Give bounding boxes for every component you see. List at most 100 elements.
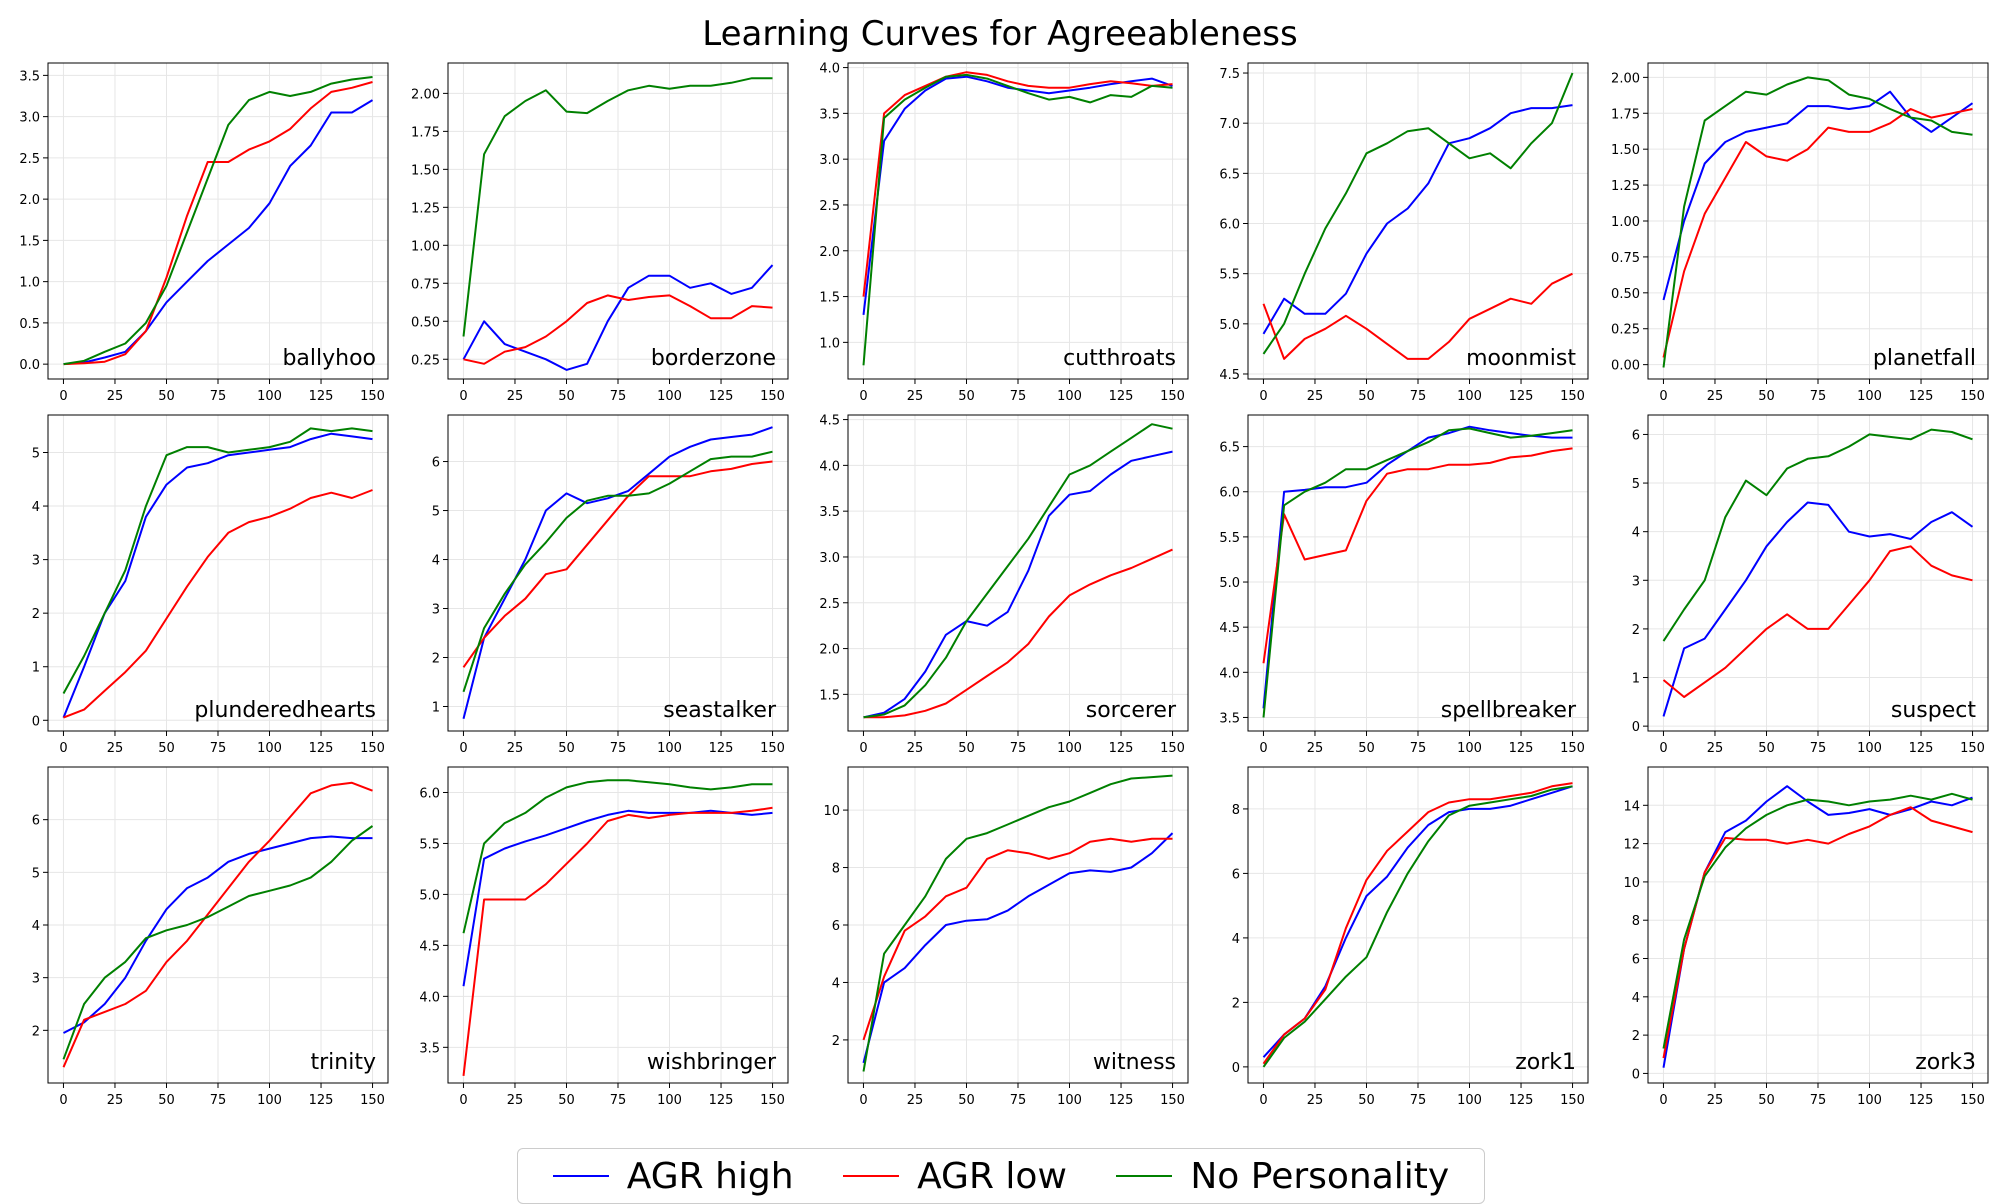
y-tick-label: 1.00: [1611, 215, 1640, 230]
series-line-agr-high: [63, 99, 374, 366]
x-tick-label: 100: [1457, 741, 1482, 756]
y-tick-label: 1.75: [411, 125, 440, 140]
series-line-agr-high: [1662, 501, 1974, 717]
series-line-no-personality: [462, 77, 773, 337]
y-tick-label: 2: [1232, 996, 1240, 1011]
series-line-agr-high: [1262, 104, 1573, 335]
x-tick-label: 25: [907, 389, 924, 404]
axes-frame: [47, 414, 389, 732]
x-tick-label: 75: [210, 1093, 227, 1108]
y-tick-label: 3: [1632, 574, 1640, 589]
x-tick-label: 75: [1410, 389, 1427, 404]
legend-label-agr-high: AGR high: [626, 1155, 794, 1197]
axes-frame: [1647, 62, 1989, 380]
y-tick-label: 0: [1632, 720, 1640, 735]
subplot-borderzone: 0 25 50 75 100 125 150 0.25 0.50 0.75 1.00 1.25 1.50…: [411, 62, 789, 404]
legend-item-agr-low: AGR low: [843, 1156, 1067, 1197]
subplot-name-label: witness: [1093, 1050, 1176, 1075]
y-tick-label: 3.5: [19, 69, 40, 84]
y-tick-label: 0: [1232, 1061, 1240, 1076]
legend-line-agr-high: [552, 1175, 609, 1177]
x-tick-label: 50: [1758, 741, 1775, 756]
series-line-no-personality: [62, 427, 373, 694]
y-tick-label: 7.5: [1219, 67, 1240, 82]
series-line-agr-high: [863, 450, 1173, 719]
x-tick-label: 150: [360, 389, 385, 404]
x-tick-label: 75: [610, 1093, 627, 1108]
y-tick-label: 6.5: [1219, 167, 1240, 182]
axes-frame: [1247, 414, 1589, 732]
subplot-name-label: wishbringer: [647, 1050, 777, 1075]
series-line-no-personality: [862, 774, 1173, 1072]
y-tick-label: 0: [1632, 1067, 1640, 1082]
y-tick-label: 3: [32, 972, 40, 987]
y-tick-label: 10: [823, 804, 840, 819]
x-tick-label: 150: [1960, 389, 1985, 404]
x-tick-label: 25: [907, 741, 924, 756]
series-line-no-personality: [863, 423, 1173, 719]
y-tick-label: 3.0: [819, 153, 840, 168]
x-tick-label: 125: [1109, 741, 1134, 756]
x-tick-label: 0: [859, 741, 867, 756]
y-tick-label: 4.5: [819, 414, 840, 429]
y-tick-label: 2: [1632, 1029, 1640, 1044]
subplot-name-label: zork1: [1515, 1050, 1576, 1075]
x-tick-label: 25: [507, 741, 524, 756]
axes-frame: [1647, 766, 1989, 1084]
y-tick-label: 5.5: [1219, 531, 1240, 546]
x-tick-label: 150: [1160, 1093, 1185, 1108]
x-tick-label: 100: [657, 741, 682, 756]
legend-line-no-personality: [1116, 1175, 1173, 1177]
y-tick-label: 5: [32, 446, 40, 461]
x-tick-label: 125: [309, 1093, 334, 1108]
x-tick-label: 150: [760, 389, 785, 404]
x-tick-label: 150: [1560, 741, 1585, 756]
y-tick-label: 3.5: [1219, 711, 1240, 726]
y-tick-label: 3.5: [819, 505, 840, 520]
series-line-agr-low: [1262, 447, 1573, 664]
y-tick-label: 6.0: [419, 786, 440, 801]
x-tick-label: 125: [1509, 1093, 1534, 1108]
series-line-no-personality: [62, 825, 374, 1060]
y-tick-label: 1.5: [819, 688, 840, 703]
x-tick-label: 50: [958, 741, 975, 756]
x-tick-label: 100: [657, 1093, 682, 1108]
y-tick-label: 4: [1632, 991, 1640, 1006]
x-tick-label: 75: [1010, 389, 1027, 404]
x-tick-label: 75: [610, 389, 627, 404]
y-tick-label: 2.00: [1611, 71, 1640, 86]
series-line-no-personality: [1262, 427, 1573, 718]
y-tick-label: 2.00: [411, 87, 440, 102]
x-tick-label: 150: [360, 741, 385, 756]
subplot-trinity: 0 25 50 75 100 125 150 2 3 4 5 6 trinity: [32, 766, 389, 1108]
series-line-agr-low: [462, 460, 773, 668]
x-tick-label: 0: [59, 741, 67, 756]
x-tick-label: 75: [210, 741, 227, 756]
x-tick-label: 100: [257, 741, 282, 756]
y-tick-label: 7.0: [1219, 117, 1240, 132]
series-line-agr-low: [462, 806, 773, 1077]
legend-item-no-personality: No Personality: [1116, 1156, 1449, 1197]
series-line-agr-low: [62, 781, 373, 1068]
x-tick-label: 125: [1909, 1093, 1934, 1108]
y-tick-label: 2: [832, 1034, 840, 1049]
y-tick-label: 4.5: [419, 939, 440, 954]
x-tick-label: 50: [1758, 389, 1775, 404]
series-line-agr-high: [1662, 785, 1973, 1068]
series-line-no-personality: [63, 76, 373, 366]
subplot-name-label: ballyhoo: [282, 346, 376, 371]
y-tick-label: 8: [832, 862, 840, 877]
x-tick-label: 125: [709, 1093, 734, 1108]
y-tick-label: 1.00: [411, 239, 440, 254]
subplot-ballyhoo: 0 25 50 75 100 125 150 0.0 0.5 1.0 1.5 2.0 2.5 3.0 3.5…: [19, 62, 389, 404]
y-tick-label: 6.0: [1219, 218, 1240, 233]
y-tick-label: 3.5: [419, 1041, 440, 1056]
y-tick-label: 6.5: [1219, 441, 1240, 456]
x-tick-label: 0: [1659, 741, 1667, 756]
y-tick-label: 3: [32, 554, 40, 569]
series-line-no-personality: [462, 779, 773, 934]
y-tick-label: 1.25: [1611, 179, 1640, 194]
y-tick-label: 4: [32, 919, 40, 934]
subplot-name-label: planetfall: [1873, 346, 1976, 371]
series-line-agr-low: [862, 837, 1173, 1041]
